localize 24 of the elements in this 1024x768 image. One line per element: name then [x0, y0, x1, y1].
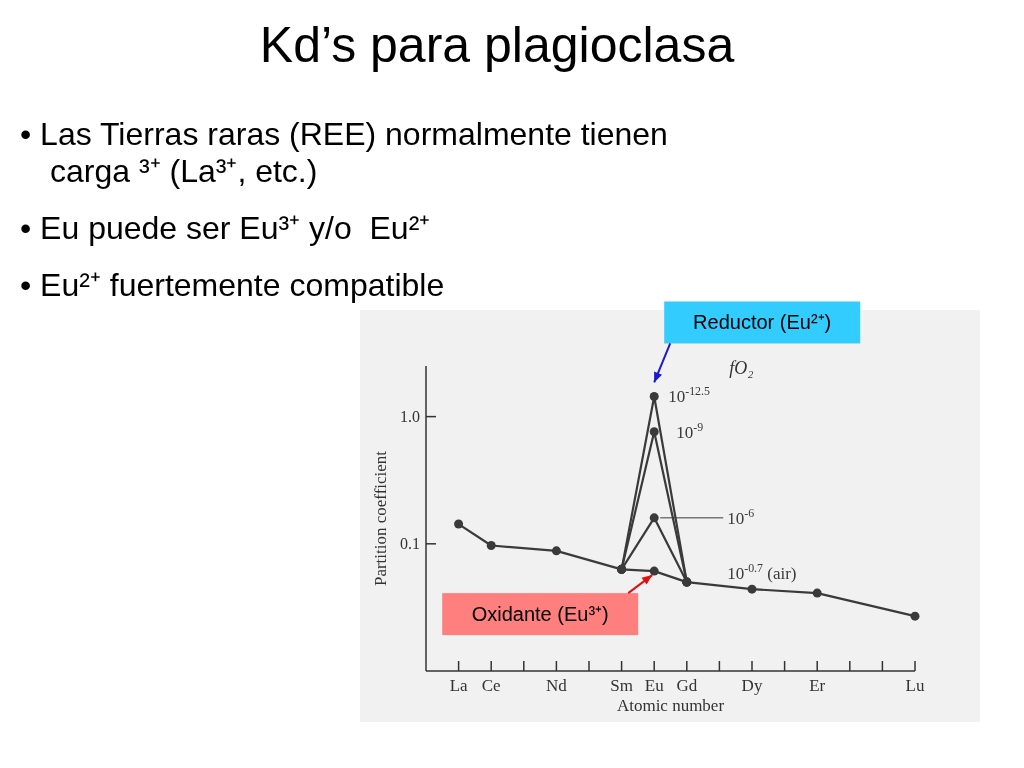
x-tick-label: Er	[809, 676, 826, 695]
chart-title: Kd’s para plagioclasa	[259, 17, 735, 73]
text: • Las Tierras raras (REE) normalmente tienen carga ³⁺ (La³⁺, etc.)	[20, 116, 668, 189]
x-axis-title: Atomic number	[616, 696, 725, 715]
y-axis-title: Partition coefficient	[371, 450, 390, 587]
x-tick-label: Eu	[644, 676, 665, 695]
legend-title: fO₂	[729, 358, 754, 379]
text: • Eu puede ser Eu³⁺ y/o Eu²⁺	[20, 210, 431, 246]
x-tick-label: Lu	[905, 676, 925, 695]
legend-label: 10$^{-6}$	[727, 505, 755, 528]
y-tick-label: 0.1	[400, 534, 420, 552]
y-tick-label: 1.0	[400, 407, 420, 425]
x-tick-label: Nd	[546, 676, 568, 695]
x-tick-label: La	[449, 676, 469, 695]
text: Reductor (Eu²⁺)	[693, 311, 832, 334]
x-tick-label: Dy	[741, 676, 763, 695]
annotation: Oxidante (Eu³⁺)	[471, 603, 609, 626]
series-label: 10$^{-0.7}$ (air)	[727, 561, 797, 584]
x-tick-label: Sm	[610, 676, 633, 695]
series-label: 10$^{-9}$	[676, 419, 704, 442]
text: • Eu²⁺ fuertemente compatible	[20, 267, 445, 303]
series-label: 10$^{-12.5}$	[668, 384, 711, 407]
x-tick-label: Ce	[481, 676, 501, 695]
x-tick-label: Gd	[676, 676, 698, 695]
